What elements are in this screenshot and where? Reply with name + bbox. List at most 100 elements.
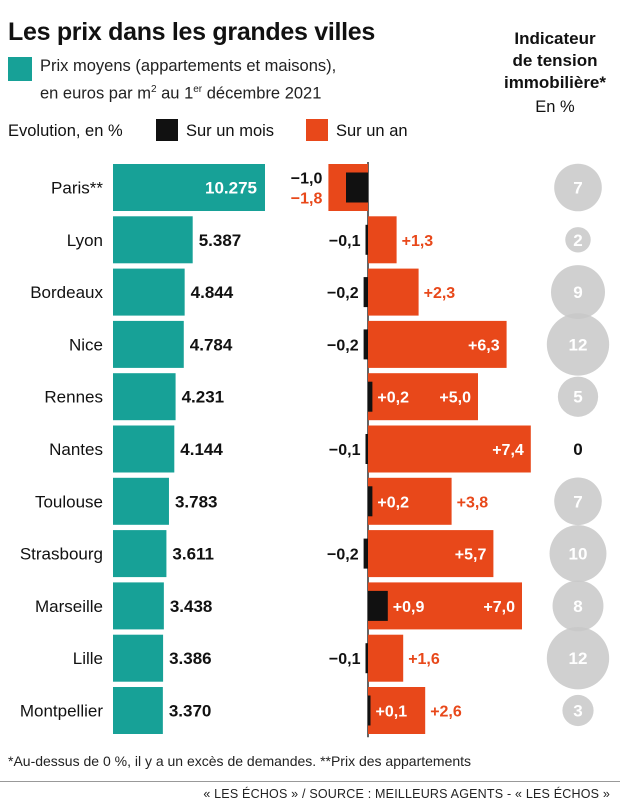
tension-value-lyon: 2 — [573, 231, 582, 250]
tension-value-rennes: 5 — [573, 388, 582, 407]
chart-title: Les prix dans les grandes villes — [8, 18, 375, 46]
month-value-bordeaux: −0,2 — [327, 285, 359, 302]
price-legend-swatch — [8, 57, 32, 81]
month-bar-toulouse — [368, 486, 373, 517]
tension-title-line3: immobilière* — [503, 73, 607, 92]
year-bar-rennes — [368, 373, 478, 421]
city-label-nantes: Nantes — [49, 440, 103, 459]
month-value-paris: −1,0 — [291, 171, 323, 188]
tension-bubble-lille — [546, 627, 610, 690]
tension-title: Indicateur de tension immobilière* — [490, 28, 620, 94]
year-legend-swatch — [306, 119, 328, 141]
month-bar-paris — [346, 172, 368, 203]
month-legend-swatch — [156, 119, 178, 141]
month-value-strasbourg: −0,2 — [327, 547, 359, 564]
price-legend-sup-er: er — [193, 84, 203, 95]
tension-value-marseille: 8 — [573, 597, 582, 616]
month-bar-lille — [365, 643, 368, 674]
price-bar-lyon — [113, 216, 193, 264]
price-legend-line2-b: au 1 — [156, 84, 194, 103]
month-bar-nice — [363, 329, 368, 360]
tension-bubble-marseille — [552, 580, 604, 632]
price-value-montpellier: 3.370 — [169, 702, 212, 721]
price-legend-text: Prix moyens (appartements et maisons), e… — [40, 55, 400, 106]
footnote: *Au-dessus de 0 %, il y a un excès de de… — [8, 753, 472, 769]
price-bar-toulouse — [113, 477, 169, 525]
tension-bubble-nice — [546, 313, 610, 376]
city-label-rennes: Rennes — [44, 388, 103, 407]
city-label-bordeaux: Bordeaux — [30, 283, 103, 302]
month-value-nice: −0,2 — [327, 337, 359, 354]
price-value-rennes: 4.231 — [182, 388, 225, 407]
year-bar-strasbourg — [368, 530, 494, 578]
city-label-marseille: Marseille — [35, 597, 103, 616]
city-label-lyon: Lyon — [67, 231, 103, 250]
year-bar-nice — [368, 320, 507, 368]
city-label-montpellier: Montpellier — [20, 702, 103, 721]
price-bar-bordeaux — [113, 268, 185, 316]
month-value-toulouse: +0,2 — [377, 494, 409, 511]
month-bar-strasbourg — [363, 538, 368, 569]
year-value-lyon: +1,3 — [402, 233, 434, 250]
price-bar-paris — [113, 164, 265, 211]
price-bar-nice — [113, 320, 184, 368]
year-bar-marseille — [368, 582, 522, 630]
month-bar-nantes — [365, 434, 368, 464]
month-bar-rennes — [368, 381, 373, 412]
price-bar-strasbourg — [113, 530, 167, 578]
tension-value-paris: 7 — [573, 179, 582, 198]
year-bar-nantes — [368, 425, 531, 473]
price-bar-montpellier — [113, 687, 163, 734]
price-legend-line2-a: en euros par m — [40, 84, 151, 103]
month-value-nantes: −0,1 — [329, 442, 361, 459]
tension-title-line1: Indicateur — [514, 29, 596, 48]
price-value-lyon: 5.387 — [199, 231, 242, 250]
city-label-strasbourg: Strasbourg — [20, 545, 103, 564]
price-bar-marseille — [113, 582, 164, 630]
tension-bubble-strasbourg — [549, 525, 607, 583]
month-value-marseille: +0,9 — [393, 599, 425, 616]
year-bar-montpellier — [368, 687, 426, 734]
tension-unit: En % — [535, 98, 575, 116]
tension-value-nice: 12 — [569, 335, 588, 354]
source-credit: « LES ÉCHOS » / SOURCE : MEILLEURS AGENT… — [203, 787, 610, 801]
city-label-paris: Paris** — [51, 179, 103, 198]
year-value-strasbourg: +5,7 — [455, 547, 487, 564]
footer-rule — [0, 781, 620, 782]
month-value-lille: −0,1 — [329, 651, 361, 668]
price-value-marseille: 3.438 — [170, 597, 213, 616]
tension-bubble-lyon — [565, 227, 591, 253]
year-value-toulouse: +3,8 — [457, 494, 489, 511]
city-label-nice: Nice — [69, 335, 103, 354]
price-bar-lille — [113, 634, 164, 682]
year-bar-lille — [368, 634, 404, 682]
month-value-lyon: −0,1 — [329, 233, 361, 250]
tension-value-lille: 12 — [569, 649, 588, 668]
price-value-nice: 4.784 — [190, 335, 233, 354]
city-price-chart: Paris** 10.275 −1,0 −1,8 7 Lyon 5.387 −0,1 +1,3 2… — [20, 162, 610, 738]
tension-title-line2: de tension — [512, 51, 598, 70]
year-value-lille: +1,6 — [408, 651, 440, 668]
city-label-toulouse: Toulouse — [35, 492, 103, 511]
price-legend-line1: Prix moyens (appartements et maisons), — [40, 57, 337, 75]
price-value-strasbourg: 3.611 — [172, 545, 214, 564]
year-legend-label: Sur un an — [336, 122, 408, 140]
price-bar-nantes — [113, 425, 175, 473]
price-value-nantes: 4.144 — [180, 440, 223, 459]
tension-bubble-paris — [554, 163, 602, 212]
year-bar-toulouse — [368, 477, 452, 525]
tension-bubble-rennes — [557, 376, 599, 417]
tension-bubble-bordeaux — [551, 265, 605, 320]
price-legend-line2-c: décembre 2021 — [202, 84, 322, 103]
city-label-lille: Lille — [73, 649, 103, 668]
year-value-nantes: +7,4 — [492, 442, 524, 459]
year-value-montpellier: +2,6 — [430, 704, 462, 721]
month-bar-bordeaux — [363, 277, 368, 308]
price-bar-rennes — [113, 373, 176, 421]
evolution-label: Evolution, en % — [8, 122, 123, 140]
price-value-lille: 3.386 — [169, 649, 212, 668]
month-legend-label: Sur un mois — [186, 122, 275, 140]
price-value-bordeaux: 4.844 — [191, 283, 234, 302]
price-value-paris: 10.275 — [205, 179, 257, 198]
tension-value-montpellier: 3 — [573, 702, 582, 721]
